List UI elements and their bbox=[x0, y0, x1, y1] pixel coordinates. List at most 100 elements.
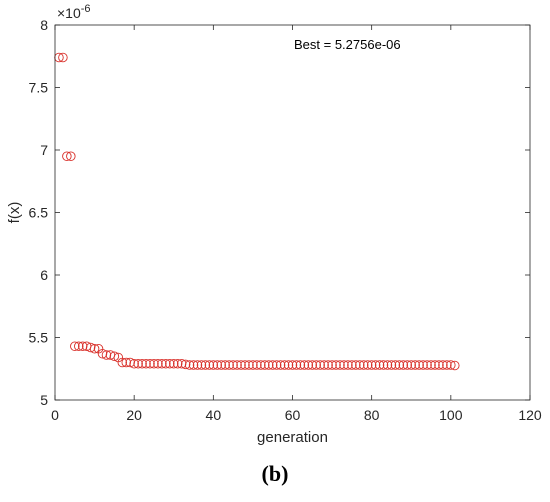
y-tick-label: 7.5 bbox=[29, 80, 49, 96]
data-point bbox=[196, 360, 207, 370]
y-tick-label: 6 bbox=[40, 267, 48, 283]
data-point bbox=[402, 360, 413, 370]
data-point bbox=[165, 359, 175, 369]
data-point bbox=[216, 360, 226, 370]
data-point bbox=[275, 360, 286, 370]
data-point bbox=[62, 151, 72, 161]
data-point bbox=[236, 360, 246, 370]
data-point bbox=[149, 359, 159, 369]
data-point bbox=[430, 360, 440, 370]
data-point bbox=[299, 360, 310, 370]
data-point bbox=[355, 360, 365, 370]
tick-labels: 0 20 40 60 80 100 120 5 5.5 6 6.5 7 7.5 8 bbox=[29, 17, 542, 423]
figure-caption: (b) bbox=[0, 461, 550, 487]
data-point bbox=[343, 360, 353, 370]
data-point bbox=[125, 357, 135, 368]
data-point bbox=[351, 360, 361, 370]
data-point bbox=[335, 360, 345, 370]
data-point bbox=[386, 360, 397, 370]
data-point bbox=[208, 360, 219, 370]
data-point bbox=[339, 360, 349, 370]
data-point bbox=[422, 360, 432, 370]
y-tick-label: 8 bbox=[40, 17, 48, 33]
data-point bbox=[331, 360, 341, 370]
y-tick-label: 5 bbox=[40, 392, 48, 408]
data-point bbox=[212, 360, 223, 370]
data-point bbox=[366, 360, 377, 370]
caption-text: (b) bbox=[261, 461, 289, 486]
data-point bbox=[58, 52, 68, 63]
data-point bbox=[161, 359, 171, 369]
data-point bbox=[85, 342, 96, 353]
data-point bbox=[271, 360, 282, 370]
data-point bbox=[192, 360, 203, 370]
y-axis-exponent: ×10-6 bbox=[57, 3, 91, 21]
data-point bbox=[176, 359, 187, 369]
data-point bbox=[398, 360, 409, 370]
data-point bbox=[450, 360, 460, 371]
data-point bbox=[327, 360, 337, 370]
data-point bbox=[418, 360, 428, 370]
data-point bbox=[73, 341, 84, 352]
data-point bbox=[323, 360, 333, 370]
data-point bbox=[291, 360, 302, 370]
data-point bbox=[378, 360, 389, 370]
x-tick-label: 120 bbox=[518, 407, 542, 423]
data-point bbox=[260, 360, 270, 370]
data-point bbox=[184, 360, 195, 370]
data-point bbox=[370, 360, 381, 370]
x-axis-label: generation bbox=[257, 429, 328, 446]
data-points bbox=[54, 52, 460, 371]
data-point bbox=[137, 359, 147, 369]
y-axis-label: f(x) bbox=[6, 202, 23, 224]
data-point bbox=[303, 360, 314, 370]
data-point bbox=[248, 360, 258, 370]
x-tick-label: 20 bbox=[126, 407, 142, 423]
data-point bbox=[228, 360, 238, 370]
data-point bbox=[129, 359, 139, 369]
data-point bbox=[232, 360, 242, 370]
data-point bbox=[319, 360, 329, 370]
data-point bbox=[101, 350, 112, 360]
x-tick-label: 60 bbox=[285, 407, 301, 423]
data-point bbox=[311, 360, 322, 370]
x-tick-label: 40 bbox=[206, 407, 222, 423]
data-point bbox=[410, 360, 420, 370]
data-point bbox=[200, 360, 211, 370]
data-point bbox=[438, 360, 448, 370]
data-point bbox=[244, 360, 254, 370]
data-point bbox=[252, 360, 262, 370]
data-point bbox=[307, 360, 318, 370]
x-tick-label: 100 bbox=[439, 407, 463, 423]
data-point bbox=[362, 360, 373, 370]
data-point bbox=[347, 360, 357, 370]
data-point bbox=[315, 360, 325, 370]
data-point bbox=[442, 360, 452, 370]
data-point bbox=[426, 360, 436, 370]
data-point bbox=[264, 360, 274, 370]
data-point bbox=[394, 360, 405, 370]
data-point bbox=[89, 344, 100, 354]
data-point bbox=[70, 341, 80, 352]
data-point bbox=[406, 360, 417, 370]
y-tick-label: 7 bbox=[40, 142, 48, 158]
y-tick-label: 6.5 bbox=[29, 205, 49, 221]
data-point bbox=[180, 359, 191, 370]
data-point bbox=[283, 360, 294, 370]
data-point bbox=[374, 360, 385, 370]
data-point bbox=[434, 360, 444, 370]
data-point bbox=[220, 360, 230, 370]
data-point bbox=[172, 359, 183, 369]
data-point bbox=[359, 360, 369, 370]
data-point bbox=[157, 359, 167, 369]
y-tick-label: 5.5 bbox=[29, 330, 49, 346]
data-point bbox=[188, 360, 199, 370]
x-tick-label: 80 bbox=[364, 407, 380, 423]
exponent-base: ×10 bbox=[57, 5, 81, 21]
data-point bbox=[446, 360, 456, 370]
data-point bbox=[267, 360, 278, 370]
data-point bbox=[295, 360, 306, 370]
data-point bbox=[121, 357, 131, 368]
data-point bbox=[256, 360, 266, 370]
